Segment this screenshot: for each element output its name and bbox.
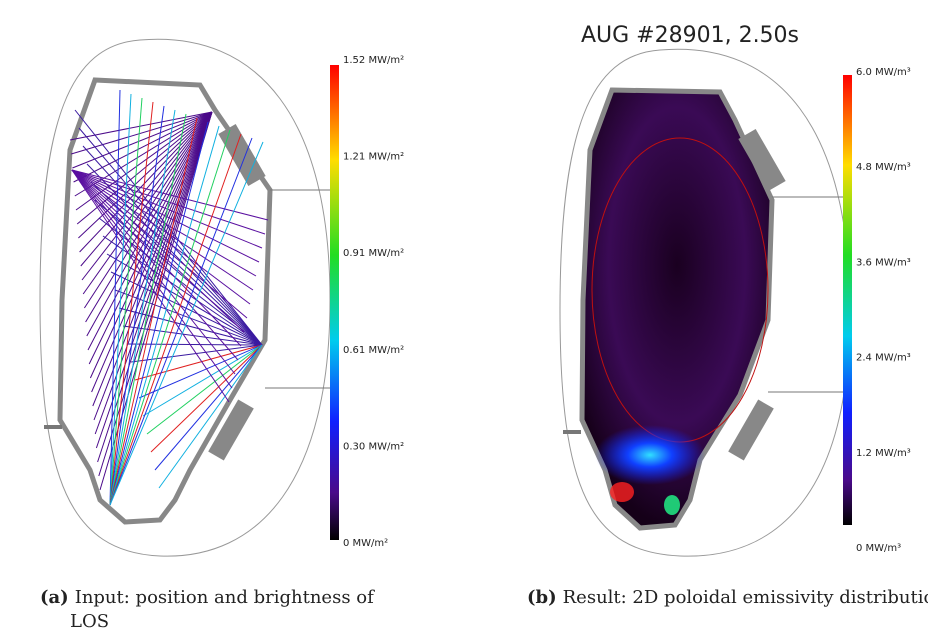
los-line: [122, 325, 263, 346]
los-line: [81, 111, 213, 281]
los-line: [71, 169, 239, 361]
los-line: [71, 169, 263, 249]
los-line: [71, 169, 254, 291]
los-line: [86, 111, 213, 337]
colorbar-label: 3.6 MW/m³: [856, 257, 911, 268]
colorbar-label: 1.2 MW/m³: [856, 448, 911, 459]
los-line: [73, 111, 213, 183]
colorbar: [843, 75, 852, 525]
colorbar-label: 0.61 MW/m²: [343, 345, 404, 356]
los-line: [109, 133, 242, 506]
los-line: [138, 344, 263, 399]
los-line: [126, 343, 263, 346]
los-line: [71, 169, 233, 389]
caption-text: Input: position and brightness of LOS: [70, 587, 374, 632]
los-line: [87, 111, 213, 351]
figure: AUG #28901, 2.50s 1.52 MW/m² 1.21 MW/m² 0.…: [39, 23, 911, 557]
colorbar: [330, 65, 339, 540]
panel-title: AUG #28901, 2.50s: [581, 23, 799, 48]
los-line: [109, 125, 220, 506]
los-line: [146, 344, 263, 435]
los-line: [109, 137, 253, 506]
los-line: [154, 344, 263, 471]
caption-label: (a): [40, 587, 69, 608]
los-line: [94, 199, 263, 346]
los-line: [74, 111, 213, 197]
colorbar-label: 2.4 MW/m³: [856, 353, 911, 364]
los-line: [109, 117, 198, 506]
vessel-a: [39, 38, 331, 557]
los-line: [71, 169, 230, 403]
caption: (b) Result: 2D poloidal emissivity distri…: [527, 586, 928, 610]
los-line: [72, 111, 213, 169]
los-line: [94, 111, 213, 435]
los-line: [71, 169, 248, 319]
los-line: [75, 111, 213, 211]
colorbar-label: 6.0 MW/m³: [856, 67, 911, 78]
colorbar-label: 0.30 MW/m²: [343, 441, 404, 452]
lines-of-sight: [69, 89, 269, 506]
los-line: [71, 169, 242, 347]
los-line: [142, 344, 263, 417]
los-line: [109, 97, 143, 506]
los-line: [90, 181, 263, 346]
los-line: [150, 344, 263, 453]
los-line: [71, 169, 251, 305]
caption: (a) Input: position and brightness of LOS: [40, 586, 400, 634]
los-line: [97, 111, 213, 463]
colorbar-label: 1.52 MW/m²: [343, 55, 404, 66]
los-line: [82, 111, 213, 295]
los-line: [71, 169, 245, 333]
los-line: [109, 109, 176, 506]
los-line: [118, 307, 263, 346]
colorbar-label: 1.21 MW/m²: [343, 152, 404, 163]
los-line: [71, 169, 236, 375]
los-line: [79, 111, 213, 253]
caption-label: (b): [527, 587, 557, 608]
los-line: [109, 113, 187, 506]
los-line: [109, 105, 165, 506]
caption-text: Result: 2D poloidal emissivity distribut…: [562, 587, 928, 608]
los-line: [158, 344, 263, 489]
los-line: [74, 109, 263, 346]
los-line: [109, 93, 132, 506]
vessel-b: [559, 48, 851, 557]
los-line: [69, 111, 213, 141]
los-line: [71, 169, 260, 263]
los-line: [71, 169, 257, 277]
colorbar-label: 4.8 MW/m³: [856, 162, 911, 173]
colorbar-label: 0 MW/m³: [856, 543, 901, 554]
los-line: [109, 129, 231, 506]
los-line: [109, 121, 209, 506]
los-line: [109, 101, 154, 506]
los-line: [88, 111, 213, 365]
los-line: [109, 141, 264, 506]
colorbar-label: 0 MW/m²: [343, 538, 388, 549]
colorbar-label: 0.91 MW/m²: [343, 248, 404, 259]
los-line: [109, 89, 121, 506]
